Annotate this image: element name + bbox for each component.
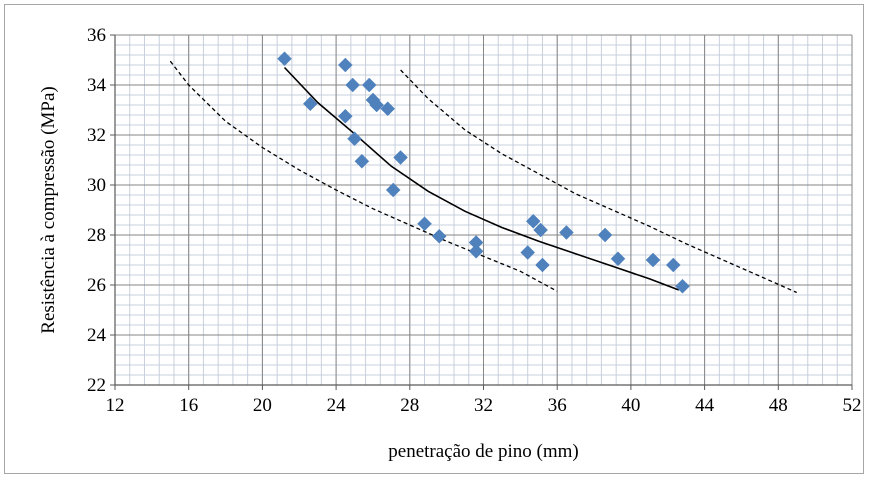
data-point — [645, 252, 661, 268]
data-point — [380, 101, 396, 117]
data-point — [369, 97, 384, 113]
data-point — [393, 150, 408, 165]
data-point — [302, 96, 318, 112]
x-tick-label: 20 — [253, 395, 272, 416]
data-point — [337, 108, 353, 124]
confidence-curve-2 — [400, 69, 797, 294]
x-tick-label: 48 — [769, 395, 788, 416]
data-point — [417, 216, 432, 232]
y-tick-label: 24 — [87, 325, 107, 346]
trend-curves — [169, 60, 797, 294]
data-point — [337, 57, 353, 73]
data-point — [431, 228, 447, 244]
y-tick-label: 36 — [87, 25, 106, 46]
data-point — [345, 77, 361, 93]
data-points — [277, 51, 690, 294]
data-point — [675, 278, 690, 294]
x-tick-label: 16 — [179, 395, 198, 416]
y-tick-label: 22 — [87, 375, 106, 396]
data-point — [520, 245, 536, 260]
data-point — [277, 51, 292, 67]
x-tick-label: 24 — [327, 395, 347, 416]
confidence-curve-1 — [169, 60, 558, 292]
x-tick-label: 32 — [474, 395, 493, 416]
data-point — [533, 222, 548, 238]
data-point — [559, 225, 574, 240]
data-point — [525, 213, 541, 229]
x-tick-label: 36 — [548, 395, 567, 416]
data-point — [354, 153, 370, 169]
axes — [110, 34, 853, 390]
y-tick-label: 32 — [87, 125, 106, 146]
data-point — [385, 182, 401, 198]
grid-lines — [114, 34, 853, 386]
data-point — [535, 257, 550, 273]
x-tick-label: 28 — [400, 395, 419, 416]
scatter-chart: 12 16 20 24 28 32 36 40 44 48 52 22 24 26 28 30 32 34 36 p… — [38, 25, 862, 462]
y-tick-label: 30 — [87, 175, 106, 196]
data-point — [347, 131, 362, 147]
data-point — [665, 257, 681, 273]
data-point — [468, 243, 484, 259]
y-tick-label: 26 — [87, 275, 106, 296]
data-point — [361, 77, 377, 93]
x-tick-label: 44 — [695, 395, 715, 416]
regression-curve — [283, 66, 680, 291]
x-tick-label: 12 — [106, 395, 125, 416]
tick-labels: 12 16 20 24 28 32 36 40 44 48 52 22 24 26 28 30 32 34 36 — [87, 25, 862, 416]
y-axis-title: Resistência à compressão (MPa) — [38, 86, 59, 333]
x-axis-title: penetração de pino (mm) — [388, 441, 578, 462]
data-point — [597, 227, 613, 243]
x-tick-label: 52 — [843, 395, 862, 416]
y-tick-label: 34 — [87, 75, 107, 96]
x-tick-label: 40 — [621, 395, 640, 416]
data-point — [610, 251, 626, 267]
y-tick-label: 28 — [87, 225, 106, 246]
chart-area: 12 16 20 24 28 32 36 40 44 48 52 22 24 26 28 30 32 34 36 p… — [4, 4, 864, 474]
